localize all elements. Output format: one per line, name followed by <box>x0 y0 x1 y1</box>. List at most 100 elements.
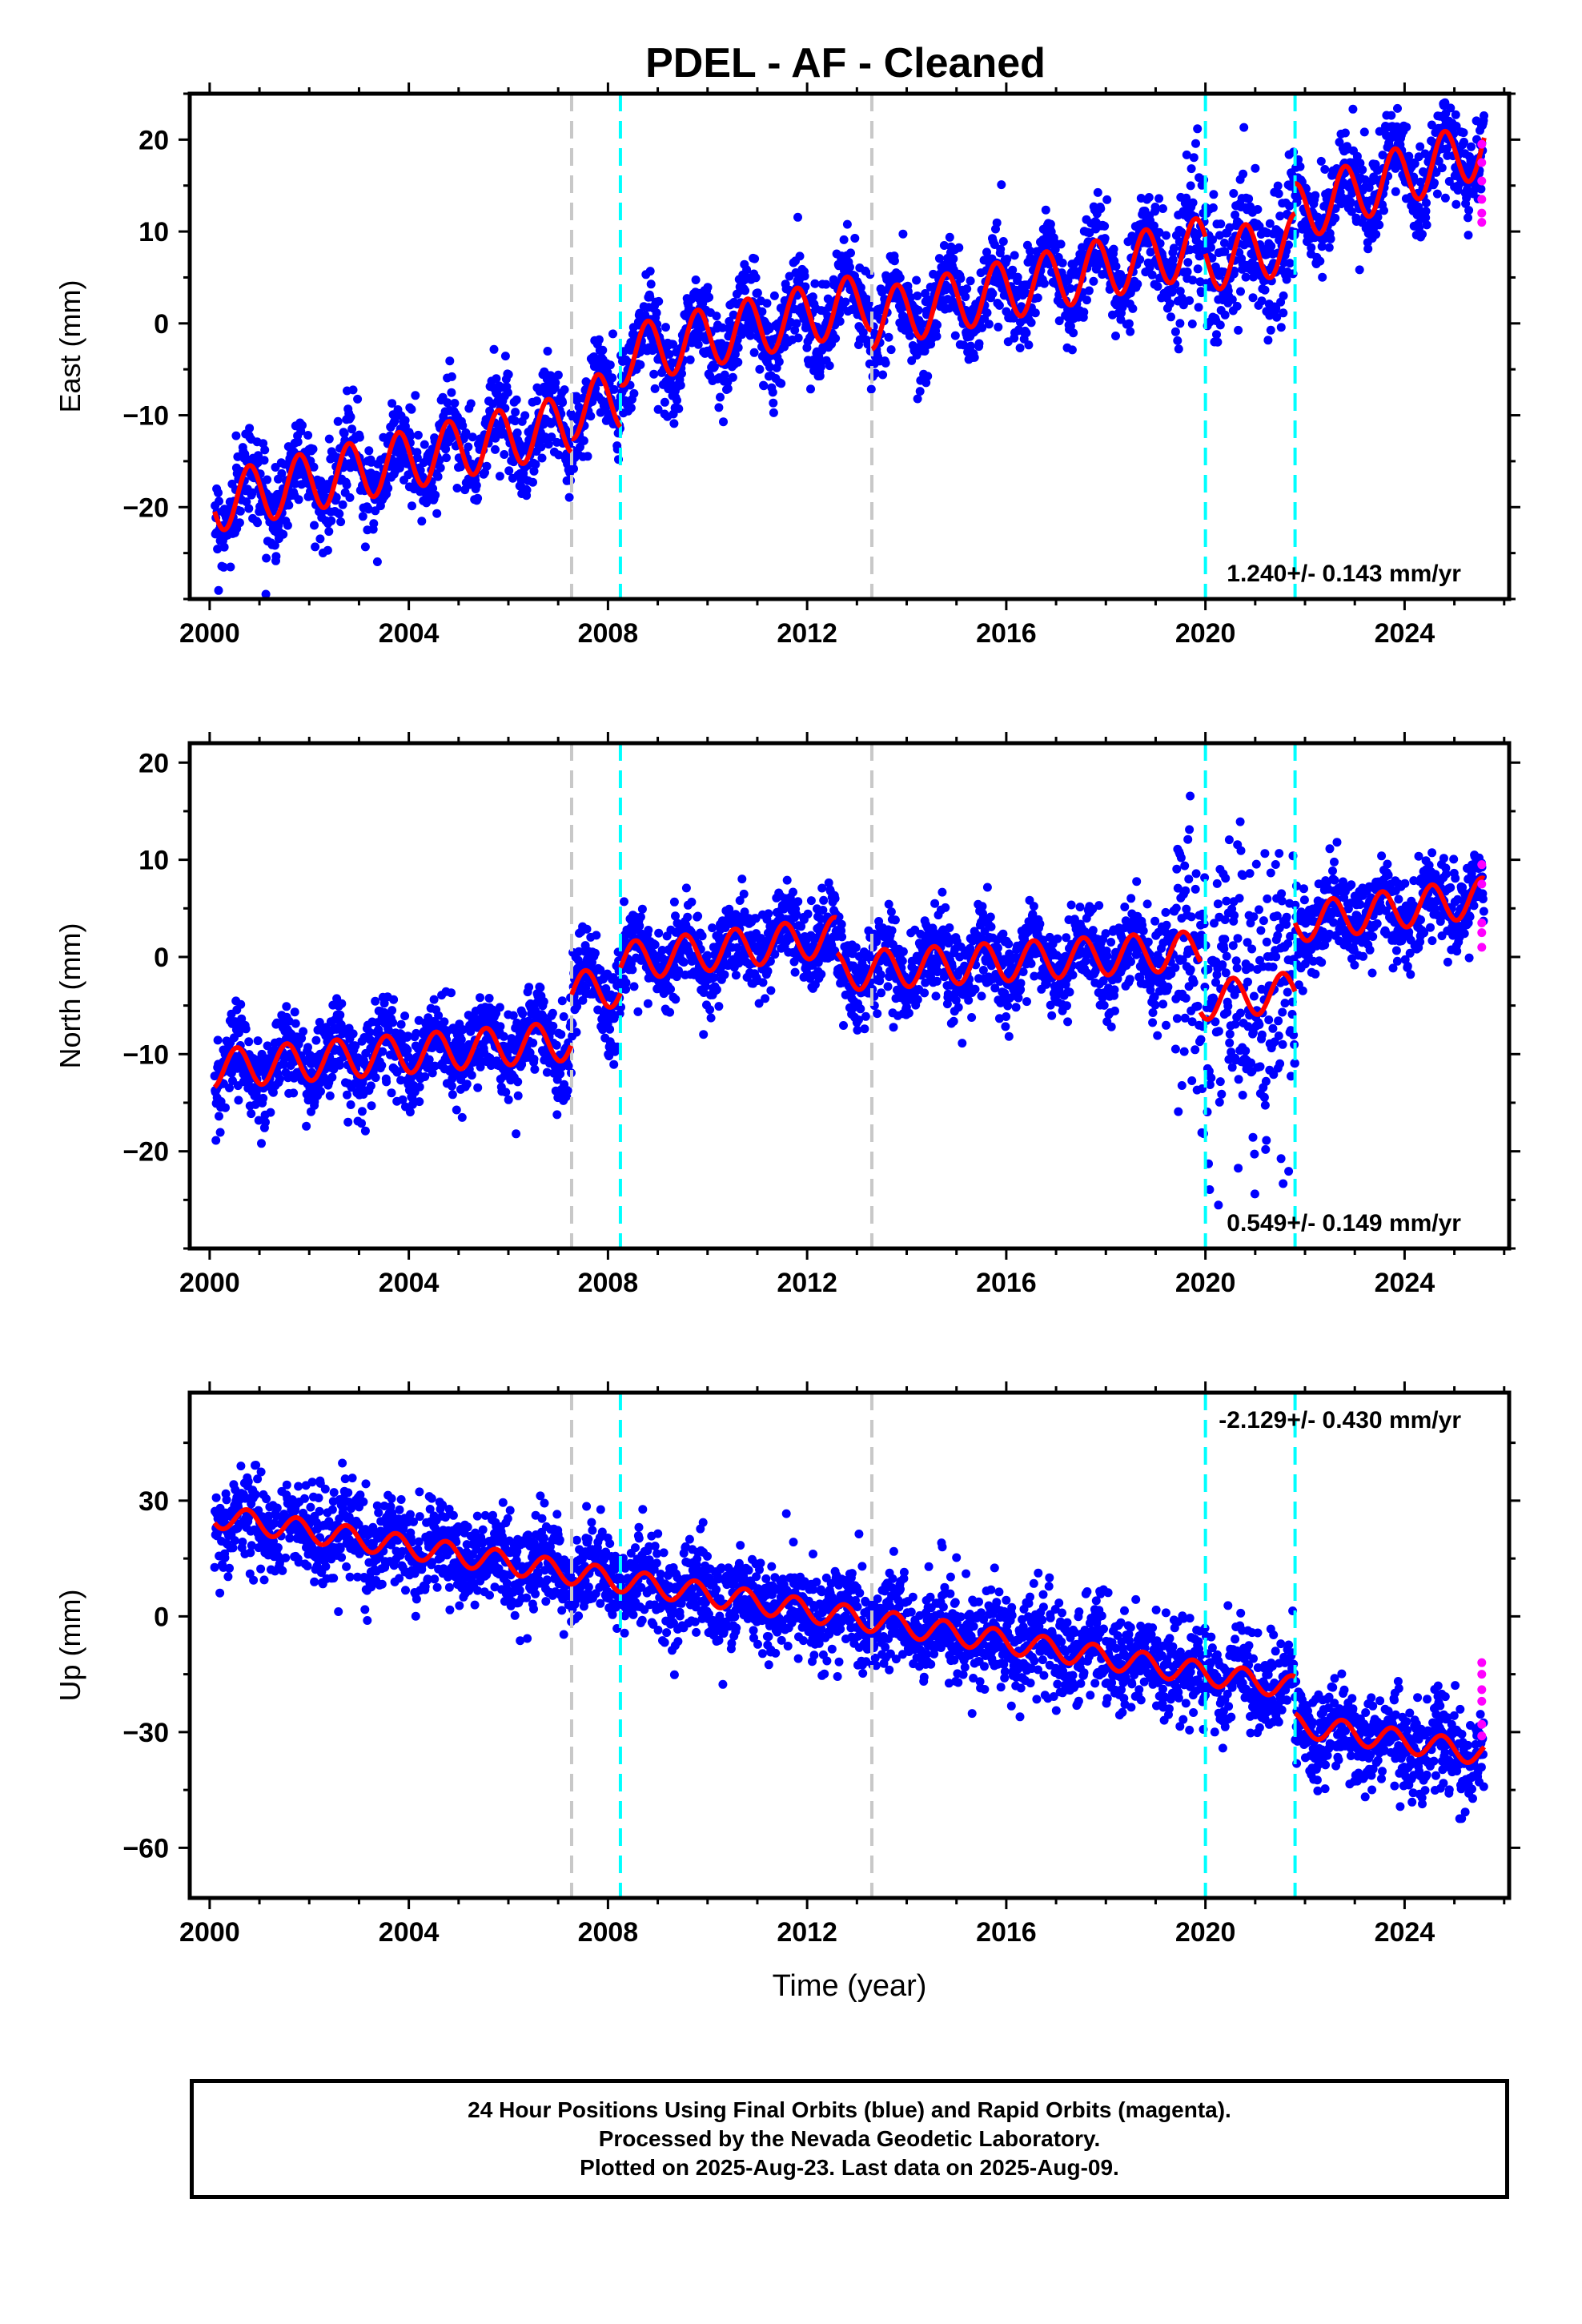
data-point <box>954 243 964 252</box>
data-point <box>1082 296 1091 305</box>
data-point <box>1393 103 1402 113</box>
data-point <box>531 460 540 469</box>
data-point <box>1347 207 1356 216</box>
data-point <box>241 1024 251 1034</box>
data-point <box>1158 204 1167 213</box>
data-point <box>801 282 810 292</box>
data-point <box>543 347 552 356</box>
data-point <box>1063 275 1073 285</box>
data-point <box>540 432 550 442</box>
data-point <box>982 247 991 257</box>
data-point <box>1440 98 1450 107</box>
data-point <box>706 1013 716 1023</box>
data-point <box>1244 194 1254 203</box>
data-point <box>1013 272 1022 282</box>
data-point <box>1213 337 1223 347</box>
data-point <box>556 1030 566 1039</box>
data-point <box>881 358 890 368</box>
data-point <box>525 1048 535 1057</box>
data-point <box>982 308 992 318</box>
data-point <box>949 254 958 263</box>
data-point <box>1153 282 1162 292</box>
data-point <box>956 274 966 283</box>
data-point <box>1251 163 1260 173</box>
data-point <box>669 340 678 349</box>
data-point <box>886 907 896 917</box>
data-point <box>428 1068 437 1078</box>
data-point <box>447 1081 456 1091</box>
data-point <box>1186 164 1196 174</box>
data-point <box>215 1112 223 1121</box>
data-point <box>279 529 288 539</box>
data-point <box>548 1021 558 1031</box>
data-point <box>415 1082 424 1092</box>
data-point <box>298 420 307 430</box>
data-point <box>609 384 619 394</box>
data-point <box>886 345 896 355</box>
data-point <box>259 456 269 465</box>
data-point <box>674 404 684 413</box>
data-point <box>235 518 244 528</box>
data-point <box>1446 103 1456 113</box>
data-point <box>733 943 742 952</box>
data-point <box>646 279 656 289</box>
data-point <box>213 1035 223 1045</box>
data-point <box>1234 325 1243 335</box>
data-point <box>723 384 733 393</box>
data-point <box>961 292 970 302</box>
data-point <box>797 922 806 931</box>
data-point <box>219 562 228 572</box>
data-point <box>774 357 784 367</box>
data-point <box>1295 162 1305 171</box>
data-point <box>1026 246 1035 255</box>
data-point <box>660 397 669 407</box>
data-point <box>1116 315 1126 324</box>
data-point <box>473 1083 483 1092</box>
data-point <box>299 1027 308 1036</box>
data-point <box>1177 293 1186 303</box>
data-point <box>1102 195 1112 204</box>
data-point <box>1182 267 1192 276</box>
data-point <box>654 296 664 306</box>
data-point <box>310 521 319 530</box>
data-point <box>572 1027 581 1037</box>
data-point <box>504 1095 513 1104</box>
data-point <box>1033 293 1042 303</box>
data-point <box>921 289 930 298</box>
data-point <box>994 322 1003 332</box>
data-point <box>712 985 721 995</box>
data-point <box>316 1087 325 1096</box>
data-point <box>327 1072 337 1082</box>
data-point <box>1133 279 1142 289</box>
data-point <box>387 1088 396 1098</box>
data-point <box>1272 312 1282 322</box>
data-point <box>1324 243 1334 252</box>
data-point <box>282 1002 291 1011</box>
data-point <box>462 1080 472 1089</box>
data-point <box>1026 318 1036 328</box>
data-point <box>1431 167 1441 177</box>
data-point <box>262 553 271 563</box>
data-point <box>1260 285 1270 295</box>
rapid-point <box>1477 218 1487 227</box>
data-point <box>1212 330 1221 340</box>
data-point <box>504 370 513 380</box>
data-point <box>413 430 423 440</box>
data-point <box>510 416 520 426</box>
data-point <box>553 370 563 380</box>
data-point <box>755 364 765 374</box>
data-point <box>883 982 893 991</box>
data-point <box>1434 156 1443 166</box>
data-point <box>761 994 770 1003</box>
data-point <box>661 323 670 332</box>
data-point <box>817 883 827 893</box>
data-point <box>1348 104 1358 114</box>
data-point <box>742 265 752 275</box>
data-point <box>1464 231 1473 240</box>
data-point <box>921 378 931 388</box>
data-point <box>244 1037 254 1047</box>
data-point <box>1232 301 1242 311</box>
data-point <box>1359 127 1369 137</box>
data-point <box>769 291 779 300</box>
data-point <box>1066 321 1075 331</box>
